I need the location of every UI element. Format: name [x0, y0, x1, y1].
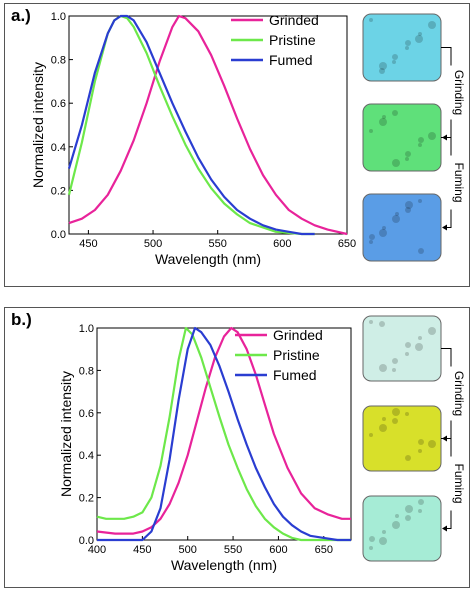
photo-grinded	[362, 315, 442, 382]
y-tick-label: 0.8	[51, 55, 66, 67]
photo-fumed	[362, 495, 442, 562]
x-tick-label: 450	[133, 544, 151, 556]
series-line-pristine	[96, 326, 351, 542]
x-tick-label: 600	[269, 544, 287, 556]
x-tick-label: 500	[144, 238, 162, 250]
y-tick-label: 1.0	[79, 323, 94, 335]
panel-label: b.)	[11, 310, 32, 329]
x-tick-label: 500	[179, 544, 197, 556]
series-line-grinded	[96, 326, 351, 535]
legend-label: Pristine	[269, 32, 316, 48]
photo-pristine	[362, 405, 442, 472]
panel-label: a.)	[11, 6, 31, 25]
x-axis-label: Wavelength (nm)	[155, 251, 261, 267]
series-line-fumed	[97, 326, 351, 542]
x-tick-label: 650	[315, 544, 333, 556]
legend-label: Fumed	[269, 52, 313, 68]
plot-frame	[68, 15, 348, 235]
x-tick-label: 550	[224, 544, 242, 556]
y-tick-label: 0.6	[79, 408, 94, 420]
arrowhead-icon	[442, 224, 447, 231]
legend-label: Grinded	[273, 327, 323, 343]
photo-grinded	[362, 13, 442, 82]
process-label: Fuming	[452, 162, 466, 202]
process-label: Fuming	[452, 463, 466, 503]
x-axis-label: Wavelength (nm)	[171, 557, 277, 573]
plot-frame	[96, 327, 352, 541]
x-tick-label: 550	[209, 238, 227, 250]
chart-a: 450 500 550 600 650 0.0 0.2 0.4 0.6 0.8 1.0 Wavelen…	[30, 11, 466, 267]
process-label: Grinding	[452, 371, 466, 416]
x-tick-label: 450	[79, 238, 97, 250]
y-tick-label: 0.2	[79, 493, 94, 505]
y-tick-label: 0.4	[79, 450, 94, 462]
y-tick-label: 0.8	[79, 365, 94, 377]
legend-label: Fumed	[273, 367, 317, 383]
y-tick-label: 0.2	[51, 185, 66, 197]
legend-label: Grinded	[269, 12, 319, 28]
y-tick-label: 0.0	[51, 229, 66, 241]
y-axis-label: Normalized intensity	[58, 371, 74, 497]
y-tick-label: 0.4	[51, 142, 66, 154]
y-tick-label: 0.0	[79, 535, 94, 547]
process-label: Grinding	[452, 70, 466, 115]
x-tick-label: 600	[273, 238, 291, 250]
series-line-fumed	[67, 14, 315, 236]
y-tick-label: 0.6	[51, 98, 66, 110]
series-line-pristine	[67, 14, 315, 236]
photo-pristine	[362, 103, 442, 172]
panel-b: b.) 400 450 500 550 600 650 0.0 0.2 0.4 0.6 0.8 1.0…	[4, 307, 470, 588]
chart-b: 400 450 500 550 600 650 0.0 0.2 0.4 0.6 0.8 1.0 Wave…	[58, 315, 466, 573]
y-axis-label: Normalized intensity	[30, 62, 46, 188]
legend-label: Pristine	[273, 347, 320, 363]
panel-a: a.) 450 500 550 600 650 0.0 0.2 0.4 0.6 0.8 1.0 Wav…	[4, 3, 470, 287]
series-line-grinded	[68, 14, 348, 236]
photo-fumed	[362, 193, 442, 262]
arrowhead-icon	[442, 525, 447, 532]
y-tick-label: 1.0	[51, 11, 66, 23]
x-tick-label: 650	[338, 238, 356, 250]
x-tick-label: 400	[88, 544, 106, 556]
